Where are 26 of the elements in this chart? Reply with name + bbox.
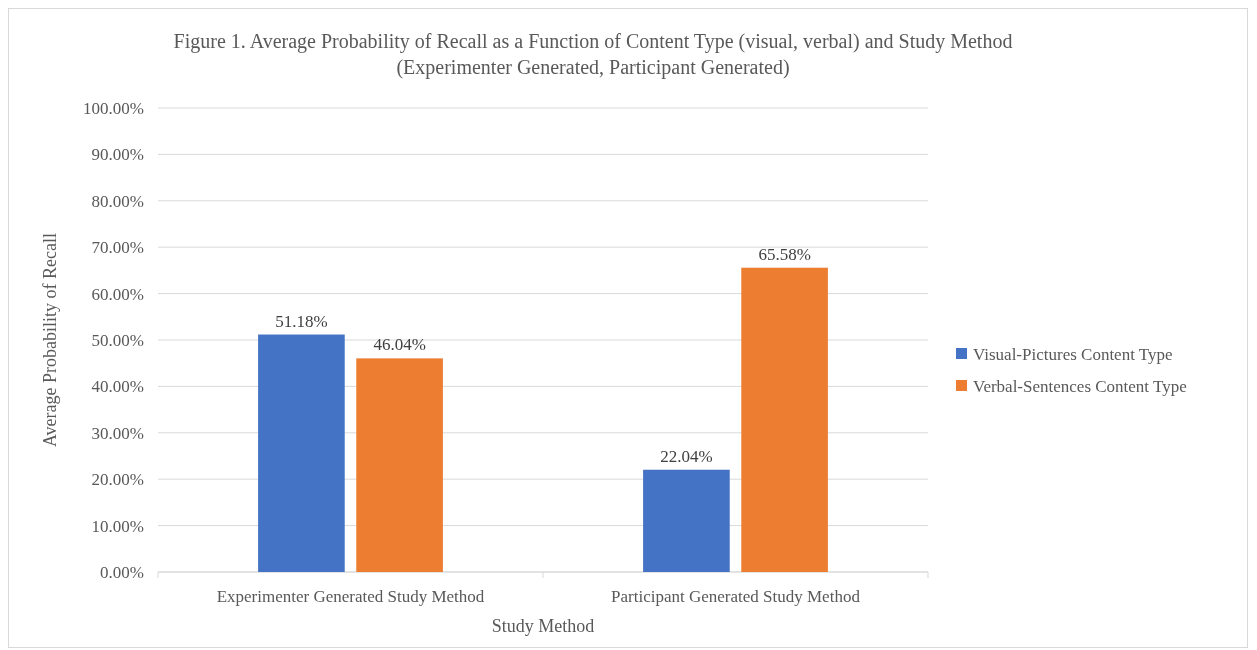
legend-label: Visual-Pictures Content Type — [973, 344, 1173, 364]
x-tick-label: Experimenter Generated Study Method — [216, 587, 485, 606]
y-tick-label: 90.00% — [91, 145, 144, 165]
y-tick-label: 80.00% — [91, 191, 144, 211]
y-tick-label: 70.00% — [91, 238, 144, 258]
data-label: 46.04% — [373, 335, 426, 355]
y-tick-label: 20.00% — [91, 470, 144, 490]
data-label: 22.04% — [660, 446, 713, 466]
y-tick-label: 0.00% — [100, 562, 144, 582]
y-tick-label: 40.00% — [91, 377, 144, 397]
bar — [741, 267, 828, 572]
y-tick-label: 50.00% — [91, 330, 144, 350]
y-tick-label: 30.00% — [91, 423, 144, 443]
x-tick-label: Participant Generated Study Method — [611, 587, 861, 606]
bar — [356, 358, 443, 572]
y-tick-label: 60.00% — [91, 284, 144, 304]
y-tick-label: 100.00% — [83, 98, 144, 118]
data-label: 65.58% — [758, 244, 811, 264]
bar — [258, 334, 345, 572]
y-tick-label: 10.00% — [91, 516, 144, 536]
x-axis-title: Study Method — [491, 616, 595, 636]
data-label: 51.18% — [275, 311, 328, 331]
bar — [643, 469, 730, 572]
chart-title: Figure 1. Average Probability of Recall as a Function of Content Type (visual, verbal) and Study Method (Experimenter Generated, Participant Generated) — [173, 30, 1013, 79]
y-axis-title: Average Probability of Recall — [40, 232, 60, 448]
legend-label: Verbal-Sentences Content Type — [973, 376, 1187, 396]
